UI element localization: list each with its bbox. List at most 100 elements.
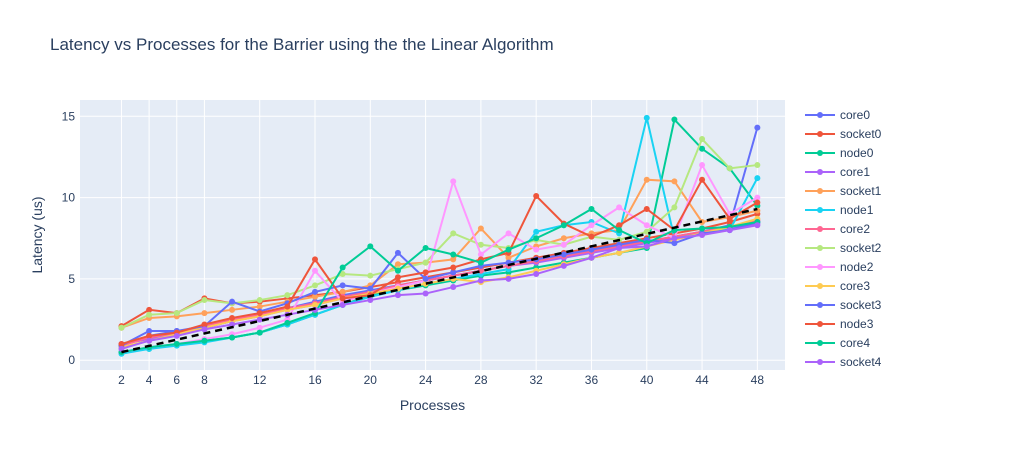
data-point-node2 [699,162,706,169]
series-core4 [118,205,761,356]
data-point-core4 [450,251,457,258]
data-point-core4 [201,337,208,344]
data-point-socket4 [754,222,761,229]
data-point-socket4 [173,332,180,339]
y-axis-label: Latency (us) [29,196,45,273]
series-line-socket4 [121,224,758,350]
legend-item-socket2[interactable]: socket2 [805,241,882,255]
legend-item-socket0[interactable]: socket0 [805,127,882,141]
data-point-node2 [312,267,318,274]
legend-swatch-marker [817,150,823,156]
legend-label: node0 [840,146,874,160]
legend-label: socket4 [840,355,882,369]
data-point-socket2 [284,292,291,299]
legend-item-node1[interactable]: node1 [805,203,874,217]
data-point-node3 [256,310,263,317]
legend-item-core0[interactable]: core0 [805,108,870,122]
x-tick-label: 48 [751,373,765,387]
data-point-socket1 [256,303,263,310]
legend-label: socket0 [840,127,882,141]
data-point-socket2 [450,230,457,237]
legend-item-node0[interactable]: node0 [805,146,874,160]
data-point-socket2 [699,136,706,143]
legend-label: node1 [840,203,874,217]
data-point-node0 [699,145,706,152]
data-point-core4 [533,235,540,242]
data-point-socket4 [671,235,678,242]
data-point-socket3 [229,298,236,305]
data-point-socket4 [367,297,374,304]
data-point-socket1 [477,225,484,232]
x-tick-label: 8 [201,373,208,387]
data-point-socket4 [229,321,236,328]
data-point-socket4 [477,277,484,284]
data-point-core0 [754,124,761,131]
data-point-node2 [450,178,457,185]
data-point-socket4 [256,316,263,323]
x-tick-label: 4 [146,373,153,387]
data-point-socket2 [256,297,263,304]
data-point-node2 [588,222,595,229]
data-point-node2 [505,230,512,237]
data-point-socket4 [422,290,429,297]
data-point-core4 [560,222,567,229]
y-tick-label: 15 [62,109,76,123]
legend-swatch-marker [817,359,823,365]
legend-swatch-marker [817,302,823,308]
data-point-socket2 [146,311,153,318]
legend-label: socket1 [840,184,882,198]
legend-swatch-marker [817,340,823,346]
data-point-socket4 [450,284,457,291]
x-tick-label: 2 [118,373,125,387]
legend-item-core4[interactable]: core4 [805,336,870,350]
x-tick-label: 28 [474,373,488,387]
series-socket4 [118,222,761,352]
legend-label: core0 [840,108,870,122]
x-tick-label: 36 [585,373,599,387]
x-tick-label: 40 [640,373,654,387]
data-point-socket2 [671,204,678,211]
legend-item-node2[interactable]: node2 [805,260,874,274]
data-point-socket3 [560,251,567,258]
x-tick-label: 20 [364,373,378,387]
legend-item-socket1[interactable]: socket1 [805,184,882,198]
legend-label: core2 [840,222,870,236]
legend-item-core1[interactable]: core1 [805,165,870,179]
legend-item-core3[interactable]: core3 [805,279,870,293]
legend-item-core2[interactable]: core2 [805,222,870,236]
data-point-node2 [754,194,761,201]
legend-swatch-marker [817,283,823,289]
data-point-node3 [394,274,401,281]
series-line-core4 [121,207,758,354]
legend-item-socket3[interactable]: socket3 [805,298,882,312]
y-tick-label: 5 [68,272,75,286]
data-point-socket1 [339,288,346,295]
data-point-node0 [671,116,678,123]
x-tick-label: 12 [253,373,267,387]
legend-swatch-marker [817,169,823,175]
data-point-core4 [588,205,595,212]
legend-swatch-marker [817,188,823,194]
data-point-node3 [588,233,595,240]
data-point-socket2 [367,272,374,279]
data-point-socket4 [699,232,706,238]
legend-label: node3 [840,317,874,331]
data-point-socket4 [118,345,125,352]
legend-label: core4 [840,336,870,350]
series-line-node3 [121,177,758,345]
data-point-node1 [643,114,650,121]
data-point-socket3 [312,288,318,295]
data-point-socket4 [726,227,733,234]
data-point-socket4 [643,243,650,250]
data-point-node3 [229,314,236,321]
data-point-socket2 [726,165,733,172]
data-point-core3 [616,249,623,256]
data-point-node3 [726,215,733,222]
legend-item-node3[interactable]: node3 [805,317,874,331]
data-point-node3 [699,176,706,183]
data-point-core4 [699,225,706,232]
data-point-node1 [754,175,761,182]
legend-item-socket4[interactable]: socket4 [805,355,882,369]
data-point-socket4 [616,245,623,252]
